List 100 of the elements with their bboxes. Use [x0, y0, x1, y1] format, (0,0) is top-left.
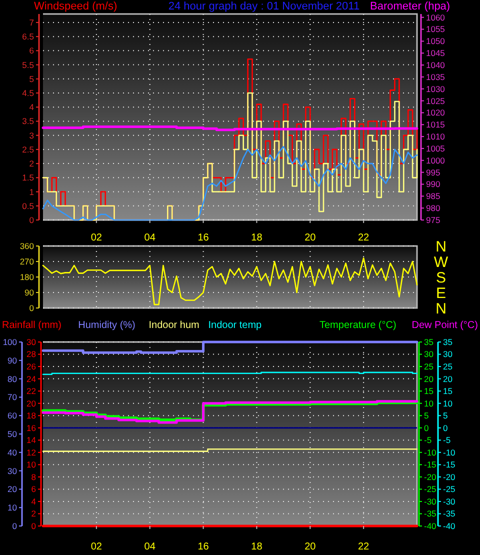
y-tick-label: 2.5 — [22, 144, 34, 154]
y-tick-label: 10 — [26, 460, 36, 470]
y2-tick-label: 1060 — [426, 12, 446, 22]
text: 20 — [443, 374, 453, 384]
text: N — [436, 238, 446, 256]
y3-tick-label: 40 — [8, 447, 18, 458]
x-tick-label: 02 — [90, 232, 102, 244]
text: -35 — [443, 508, 456, 519]
y3-tick-label: 0 — [12, 520, 18, 531]
y3-tick-label: 70 — [8, 392, 18, 402]
y-axis-title: Windspeed (m/s) — [34, 0, 118, 12]
y-tick-label: 5 — [29, 74, 34, 84]
y-tick-label: 24 — [26, 374, 36, 384]
y2-tick-label: 1025 — [426, 96, 446, 106]
text: -30 — [443, 496, 456, 506]
y2-tick-label: 975 — [426, 214, 440, 225]
text: E — [436, 284, 446, 302]
y3-tick-label: 50 — [8, 428, 18, 439]
y-tick-label: 1 — [29, 186, 34, 197]
y-tick-label: 4 — [29, 102, 34, 112]
text: 30 — [443, 349, 453, 360]
y-tick-label: 0 — [31, 520, 36, 531]
y2-tick-label: 995 — [426, 167, 440, 178]
series-label: Humidity (%) — [78, 320, 136, 331]
text: Dew Point (°C) — [412, 320, 478, 331]
x-tick-label: 16 — [198, 232, 210, 244]
text: -20 — [443, 472, 456, 482]
y2-tick-label: 980 — [426, 203, 440, 214]
y2-tick-label: 1005 — [426, 143, 446, 154]
y-tick-label: 3.5 — [22, 116, 34, 126]
y2-tick-label: 10 — [424, 398, 434, 408]
y2-axis-title: Barometer (hpa) — [370, 0, 450, 12]
y2-tick-label: 1020 — [426, 108, 446, 118]
x-tick-label: 04 — [144, 232, 156, 244]
text: Temperature (°C) — [320, 320, 396, 331]
y2-tick-label: 1030 — [426, 84, 446, 94]
x-tick-label: 02 — [90, 542, 102, 552]
line-series — [42, 257, 418, 306]
text: -5 — [443, 435, 451, 446]
y2-tick-label: 1055 — [426, 24, 446, 34]
text: 5 — [443, 410, 448, 421]
y-tick-label: 16 — [26, 422, 36, 433]
y2-tick-label: 5 — [424, 410, 429, 421]
text: 15 — [443, 386, 453, 396]
y3-tick-label: 30 — [8, 466, 18, 476]
y2-tick-label: 1010 — [426, 132, 446, 142]
y2-tick-label: 990 — [426, 179, 440, 190]
y-tick-label: 0 — [29, 214, 34, 225]
text: W — [434, 254, 449, 271]
y-tick-label: 18 — [26, 410, 36, 421]
x-tick-label: 22 — [358, 232, 370, 244]
text: Rainfall (mm) — [2, 320, 62, 331]
y2-tick-label: 985 — [426, 191, 440, 202]
y-tick-label: 90 — [24, 287, 34, 298]
y2-tick-label: 1015 — [426, 120, 446, 130]
y3-tick-label: 100 — [2, 336, 18, 347]
y2-tick-label: 1000 — [426, 155, 446, 166]
text: 10 — [443, 398, 453, 408]
y2-tick-label: 30 — [424, 349, 434, 360]
y-tick-label: 1.5 — [22, 172, 34, 183]
y-tick-label: 2 — [31, 508, 36, 519]
y-tick-label: 180 — [20, 272, 34, 282]
y2-tick-label: -5 — [424, 435, 432, 446]
line-series — [42, 146, 418, 221]
text: 35 — [443, 336, 453, 347]
y-tick-label: 22 — [26, 386, 36, 396]
y2-tick-label: 1045 — [426, 48, 446, 58]
text: -10 — [443, 447, 456, 458]
y-tick-label: 20 — [26, 398, 36, 408]
x-tick-label: 04 — [144, 542, 156, 552]
y3-tick-label: 20 — [8, 484, 18, 494]
text: S — [436, 269, 446, 286]
y2-tick-label: 15 — [424, 386, 434, 396]
text: N — [436, 300, 446, 318]
y2-tick-label: 0 — [424, 422, 429, 433]
y-tick-label: 360 — [20, 240, 34, 251]
y-tick-label: 30 — [26, 336, 36, 347]
text: 0 — [443, 422, 448, 433]
y-tick-label: 7 — [29, 17, 34, 28]
text: -40 — [443, 520, 456, 531]
y-tick-label: 8 — [31, 472, 36, 482]
y-tick-label: 6.5 — [22, 32, 34, 42]
y2-tick-label: -20 — [424, 472, 437, 482]
y-tick-label: 4.5 — [22, 88, 34, 98]
y2-tick-label: 1035 — [426, 72, 446, 82]
y-tick-label: 0 — [29, 302, 34, 313]
y-tick-label: 14 — [26, 435, 36, 446]
y-tick-label: 12 — [26, 447, 36, 458]
text: Indoor temp — [208, 320, 262, 331]
y-tick-label: 5.5 — [22, 60, 34, 70]
x-tick-label: 18 — [251, 542, 263, 552]
y-tick-label: 6 — [31, 484, 36, 494]
y-tick-label: 2 — [29, 158, 34, 169]
y2-tick-label: -30 — [424, 496, 437, 506]
x-tick-label: 22 — [358, 542, 370, 552]
text: 25 — [443, 362, 453, 372]
y2-tick-label: -35 — [424, 508, 437, 519]
text: -15 — [443, 460, 456, 470]
y3-tick-label: 60 — [8, 410, 18, 421]
x-tick-label: 20 — [304, 232, 316, 244]
